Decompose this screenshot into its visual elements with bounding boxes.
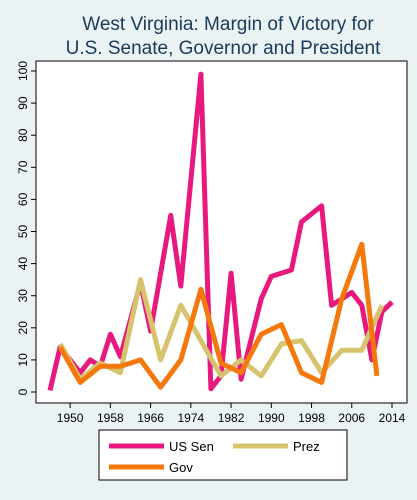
y-tick-label: 90 (16, 96, 30, 110)
y-tick-label: 10 (16, 353, 30, 367)
x-tick-label: 1950 (57, 411, 84, 425)
y-tick-label: 100 (16, 61, 30, 81)
x-tick-label: 1958 (97, 411, 124, 425)
y-tick-label: 20 (16, 321, 30, 335)
y-tick-label: 80 (16, 128, 30, 142)
x-tick-label: 1998 (298, 411, 325, 425)
legend-label-prez: Prez (293, 439, 320, 454)
x-tick-label: 1974 (177, 411, 204, 425)
x-tick-label: 1990 (258, 411, 285, 425)
y-tick-label: 70 (16, 160, 30, 174)
y-axis: 0 10 20 30 40 50 60 70 80 90 100 (16, 61, 36, 395)
x-tick-label: 2006 (338, 411, 365, 425)
y-tick-label: 60 (16, 192, 30, 206)
chart-title-line-1: West Virginia: Margin of Victory for (82, 14, 374, 35)
chart-title-line-2: U.S. Senate, Governor and President (66, 38, 381, 59)
series-line-gov (57, 241, 380, 390)
y-tick-label: 0 (16, 388, 30, 395)
legend-box (98, 429, 348, 481)
legend: US Sen Prez Gov (98, 429, 348, 481)
y-tick-label: 50 (16, 225, 30, 239)
x-axis: 1950 1958 1966 1974 1982 1990 1998 2006 2014 (57, 403, 406, 425)
y-tick-label: 40 (16, 257, 30, 271)
series-lines (47, 71, 394, 392)
legend-label-us-sen: US Sen (169, 439, 214, 454)
x-tick-label: 2014 (379, 411, 406, 425)
x-tick-label: 1966 (137, 411, 164, 425)
x-tick-label: 1982 (218, 411, 245, 425)
legend-label-gov: Gov (169, 460, 193, 475)
y-tick-label: 30 (16, 289, 30, 303)
